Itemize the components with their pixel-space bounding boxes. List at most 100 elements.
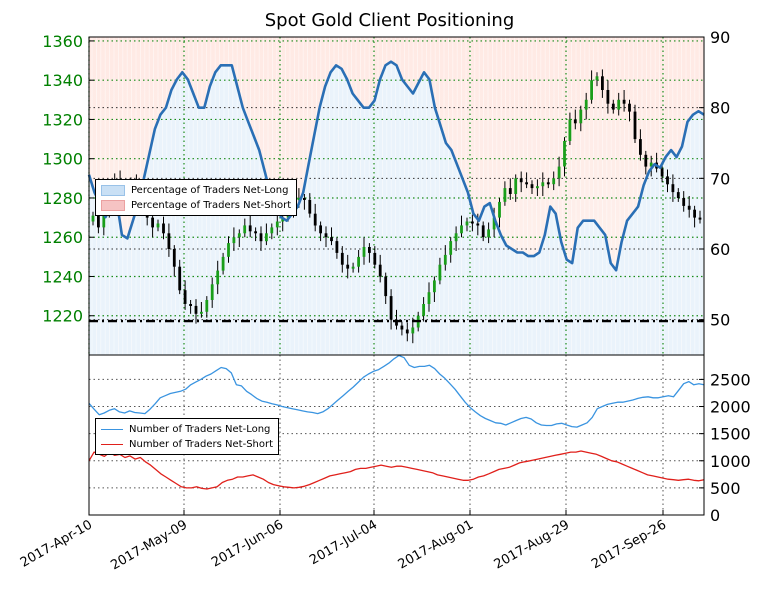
candle-body [411, 327, 415, 334]
candle-body [525, 182, 528, 185]
candle-body [546, 182, 550, 185]
candle-body [508, 188, 512, 194]
candle-body [200, 311, 203, 314]
candle-body [400, 325, 404, 330]
candle-body [330, 237, 333, 242]
date-tick-label: 2017-Aug-01 [396, 517, 476, 572]
count-tick-label: 0 [710, 506, 720, 525]
candle-body [443, 254, 447, 265]
candle-body [628, 103, 631, 112]
candle-body [346, 264, 350, 269]
candle-body [649, 162, 653, 167]
count-tick-label: 500 [710, 479, 741, 498]
candle-body [270, 227, 274, 234]
candle-body [183, 290, 187, 304]
percent-tick-label: 80 [710, 99, 730, 118]
candle-body [237, 233, 241, 238]
candle-body [590, 80, 593, 100]
candle-body [698, 217, 702, 220]
candle-body [460, 225, 463, 234]
price-tick-label: 1300 [42, 150, 83, 169]
chart-title: Spot Gold Client Positioning [264, 10, 515, 31]
candle-body [579, 109, 583, 124]
candle-body [438, 264, 442, 281]
candle-body [265, 233, 268, 242]
candle-body [617, 99, 621, 110]
net-long-count-line [88, 354, 705, 428]
legend-label-net-short: Percentage of Traders Net-Short [131, 200, 292, 211]
percent-tick-label: 90 [710, 28, 730, 47]
net-long-fill-area [89, 61, 704, 355]
percent-tick-label: 70 [710, 169, 730, 188]
candle-body [557, 166, 561, 179]
lower-grid [88, 355, 704, 515]
candle-body [194, 305, 198, 314]
candle-body [384, 276, 388, 297]
candle-body [205, 300, 209, 312]
candle-body [573, 119, 577, 124]
price-tick-label: 1260 [42, 228, 83, 247]
candle-body [362, 247, 366, 257]
price-tick-label: 1220 [42, 307, 83, 326]
candle-body [335, 241, 339, 253]
candle-body [660, 168, 664, 177]
candle-body [536, 186, 539, 189]
candle-body [210, 284, 214, 300]
legend-label-short-count: Number of Traders Net-Short [129, 439, 274, 450]
date-tick-label: 2017-May-09 [108, 517, 190, 573]
candle-body [487, 229, 490, 238]
date-tick-label: 2017-Apr-10 [18, 517, 95, 570]
candle-body [427, 292, 431, 304]
upper-axes: 1220 1240 1260 1280 1300 1320 1340 1360 50 60 70 80… [42, 28, 730, 356]
candle-body [232, 237, 236, 244]
candle-body [693, 209, 696, 218]
percent-tick-label: 60 [710, 240, 730, 259]
count-tick-label: 1500 [710, 425, 751, 444]
lower-legend: Number of Traders Net-Long Number of Tra… [95, 418, 280, 455]
legend-line-long-count [101, 429, 123, 430]
candle-body [351, 266, 355, 269]
candle-body [622, 99, 626, 104]
price-tick-label: 1320 [42, 110, 83, 129]
candle-body [162, 223, 165, 234]
candle-body [563, 141, 566, 167]
percent-tick-label: 50 [710, 311, 730, 330]
candle-body [481, 225, 485, 238]
candle-body [156, 223, 160, 228]
candle-body [91, 215, 95, 222]
price-tick-label: 1240 [42, 267, 83, 286]
candle-body [639, 139, 642, 155]
date-tick-label: 2017-Aug-29 [492, 517, 572, 572]
candle-body [514, 178, 518, 194]
net-long-percent-line [87, 60, 705, 272]
candle-body [378, 264, 382, 277]
count-tick-label: 2500 [710, 370, 751, 389]
candle-body [216, 270, 220, 285]
candle-body [449, 241, 453, 255]
legend-entry-short-count: Number of Traders Net-Short [101, 437, 273, 452]
candle-body [313, 213, 317, 226]
candle-body [97, 215, 100, 228]
candle-body [492, 217, 496, 230]
legend-label-net-long: Percentage of Traders Net-Long [131, 185, 289, 196]
candle-body [221, 256, 225, 271]
candle-body [172, 249, 176, 267]
candle-body [151, 217, 154, 228]
candle-body [519, 178, 523, 183]
candle-body [319, 225, 322, 234]
candle-body [595, 76, 599, 81]
candle-body [227, 243, 230, 257]
trader-count-lines [88, 354, 705, 490]
candle-body [633, 111, 637, 140]
date-tick-label: 2017-Jul-04 [307, 517, 380, 568]
legend-entry-net-short: Percentage of Traders Net-Short [101, 198, 291, 213]
candle-body [454, 233, 458, 242]
candle-body [303, 198, 306, 200]
candle-body [389, 296, 393, 320]
candle-body [259, 233, 263, 242]
candle-body [368, 247, 371, 253]
price-tick-label: 1340 [42, 71, 83, 90]
candle-body [465, 221, 469, 226]
candle-body [254, 231, 257, 234]
